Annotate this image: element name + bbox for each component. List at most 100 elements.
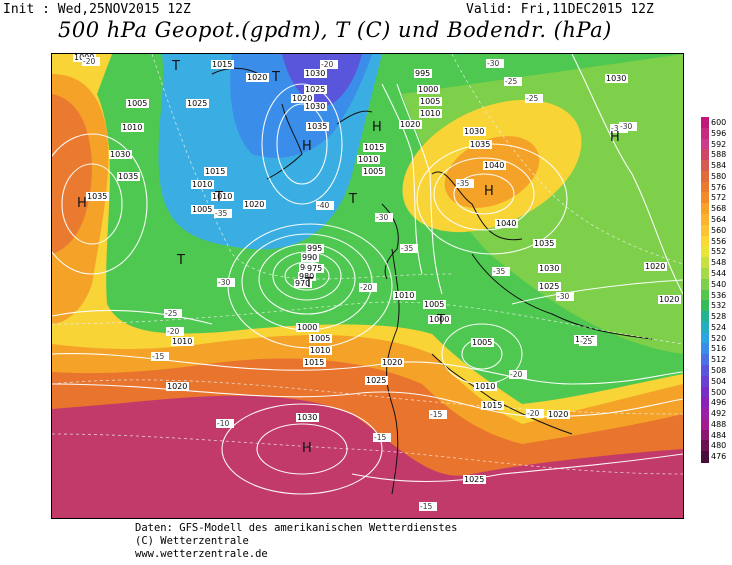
pressure-center-label: H bbox=[484, 184, 494, 199]
footer-copyright: (C) Wetterzentrale bbox=[135, 535, 249, 547]
pressure-center-label: H bbox=[302, 441, 312, 456]
isobar-label-bg bbox=[86, 192, 109, 201]
legend-swatch bbox=[701, 203, 709, 215]
legend-value: 544 bbox=[711, 268, 727, 278]
temperature-label: -35 bbox=[401, 244, 413, 253]
isobar-label: 1010 bbox=[475, 382, 495, 391]
isobar-label: 1025 bbox=[464, 475, 484, 484]
legend-value: 516 bbox=[711, 344, 727, 354]
isobar-label: 990 bbox=[302, 253, 317, 262]
isobar-label-bg bbox=[538, 264, 561, 273]
legend-value: 552 bbox=[711, 247, 727, 257]
isobar-label-bg bbox=[211, 192, 234, 201]
pressure-center-label: T bbox=[271, 70, 280, 85]
legend-value: 476 bbox=[711, 452, 727, 462]
legend-swatch bbox=[701, 214, 709, 226]
isobar-label-bg bbox=[117, 172, 140, 181]
isobar-label-bg bbox=[298, 272, 316, 281]
temperature-label: -30 bbox=[376, 213, 388, 222]
isobar-label-bg bbox=[423, 300, 446, 309]
isobar-label-bg bbox=[483, 161, 506, 170]
temperature-label-bg bbox=[164, 309, 182, 318]
isobar-label-bg bbox=[533, 239, 556, 248]
isobar-label-bg bbox=[296, 413, 319, 422]
temperature-label-bg bbox=[400, 244, 418, 253]
isobar-label: 1005 bbox=[424, 300, 444, 309]
temperature-label-bg bbox=[373, 433, 391, 442]
temperature-label-bg bbox=[166, 327, 184, 336]
legend-swatch bbox=[701, 117, 709, 129]
isobar-label: 1010 bbox=[192, 180, 212, 189]
isobar-label: 1035 bbox=[534, 239, 554, 248]
isobar-label-bg bbox=[304, 85, 327, 94]
isobar-label-bg bbox=[365, 376, 388, 385]
isobar-label: 1005 bbox=[472, 338, 492, 347]
legend-swatch bbox=[701, 311, 709, 323]
isobar-label: 980 bbox=[299, 272, 314, 281]
isobar-label: 1015 bbox=[212, 60, 232, 69]
isobar-label-bg bbox=[309, 346, 332, 355]
isobar-label: 1020 bbox=[659, 295, 679, 304]
legend-value: 588 bbox=[711, 150, 727, 160]
legend-value: 512 bbox=[711, 355, 727, 365]
isobar-label-bg bbox=[306, 244, 324, 253]
isobar-label: 1005 bbox=[310, 334, 330, 343]
isobar-label-bg bbox=[301, 253, 319, 262]
temperature-label: -20 bbox=[321, 60, 333, 69]
isobar-label-bg bbox=[291, 94, 314, 103]
legend-value: 496 bbox=[711, 398, 727, 408]
isobar-label: 1040 bbox=[496, 219, 516, 228]
isobar-label-bg bbox=[306, 122, 329, 131]
isobar-label-bg bbox=[644, 262, 667, 271]
footer-website[interactable]: www.wetterzentrale.de bbox=[135, 548, 268, 560]
isobar-label-bg bbox=[296, 323, 319, 332]
isobar-label-bg bbox=[419, 109, 442, 118]
isobar-label: 1015 bbox=[364, 143, 384, 152]
pressure-center-label: T bbox=[171, 59, 180, 74]
legend-value: 500 bbox=[711, 387, 727, 397]
temperature-label-bg bbox=[82, 57, 100, 66]
isobar-label-bg bbox=[463, 127, 486, 136]
temperature-label-bg bbox=[151, 352, 169, 361]
temperature-label-bg bbox=[429, 410, 447, 419]
legend-swatch bbox=[701, 321, 709, 334]
legend-value: 520 bbox=[711, 333, 727, 343]
isobar-label: 1010 bbox=[358, 155, 378, 164]
legend-value: 536 bbox=[711, 290, 727, 300]
isobar-label: 1010 bbox=[310, 346, 330, 355]
legend-swatch bbox=[701, 397, 709, 409]
isobar-label: 1015 bbox=[205, 167, 225, 176]
isobar-label: 1005 bbox=[363, 167, 383, 176]
pressure-center-label: H bbox=[372, 120, 382, 135]
isobar-label: 1030 bbox=[110, 150, 130, 159]
legend-swatch bbox=[701, 257, 709, 269]
isobar-label-bg bbox=[481, 401, 504, 410]
legend-value: 576 bbox=[711, 182, 727, 192]
legend-value: 592 bbox=[711, 139, 727, 149]
temperature-label: -30 bbox=[218, 278, 230, 287]
isobar-label: 1000 bbox=[297, 323, 317, 332]
isobar-label: 1035 bbox=[470, 140, 490, 149]
weather-map: 1000 1015 1020 1020 1005 1025 1010 1030 1035 1035… bbox=[51, 53, 684, 519]
temperature-label: -35 bbox=[457, 179, 469, 188]
isobar-label: 995 bbox=[307, 244, 322, 253]
legend-value: 596 bbox=[711, 128, 727, 138]
temperature-label-bg bbox=[456, 179, 474, 188]
legend-value: 492 bbox=[711, 409, 727, 419]
isobar-label-bg bbox=[357, 155, 380, 164]
isobar-label-bg bbox=[166, 382, 189, 391]
init-time: Init : Wed,25NOV2015 12Z bbox=[3, 2, 191, 17]
isobar-label: 1000 bbox=[429, 315, 449, 324]
pressure-center-label: T bbox=[214, 190, 223, 205]
isobar-label: 1030 bbox=[606, 74, 626, 83]
legend-value: 484 bbox=[711, 430, 727, 440]
temperature-label: -20 bbox=[360, 283, 372, 292]
isobar-label-bg bbox=[399, 120, 422, 129]
temperature-label: -10 bbox=[217, 419, 229, 428]
legend-value: 584 bbox=[711, 161, 727, 171]
temperature-label-bg bbox=[375, 213, 393, 222]
legend-value: 532 bbox=[711, 301, 727, 311]
isobar-label-bg bbox=[495, 219, 518, 228]
isobar-label: 1010 bbox=[172, 337, 192, 346]
isobar-label-bg bbox=[363, 143, 386, 152]
